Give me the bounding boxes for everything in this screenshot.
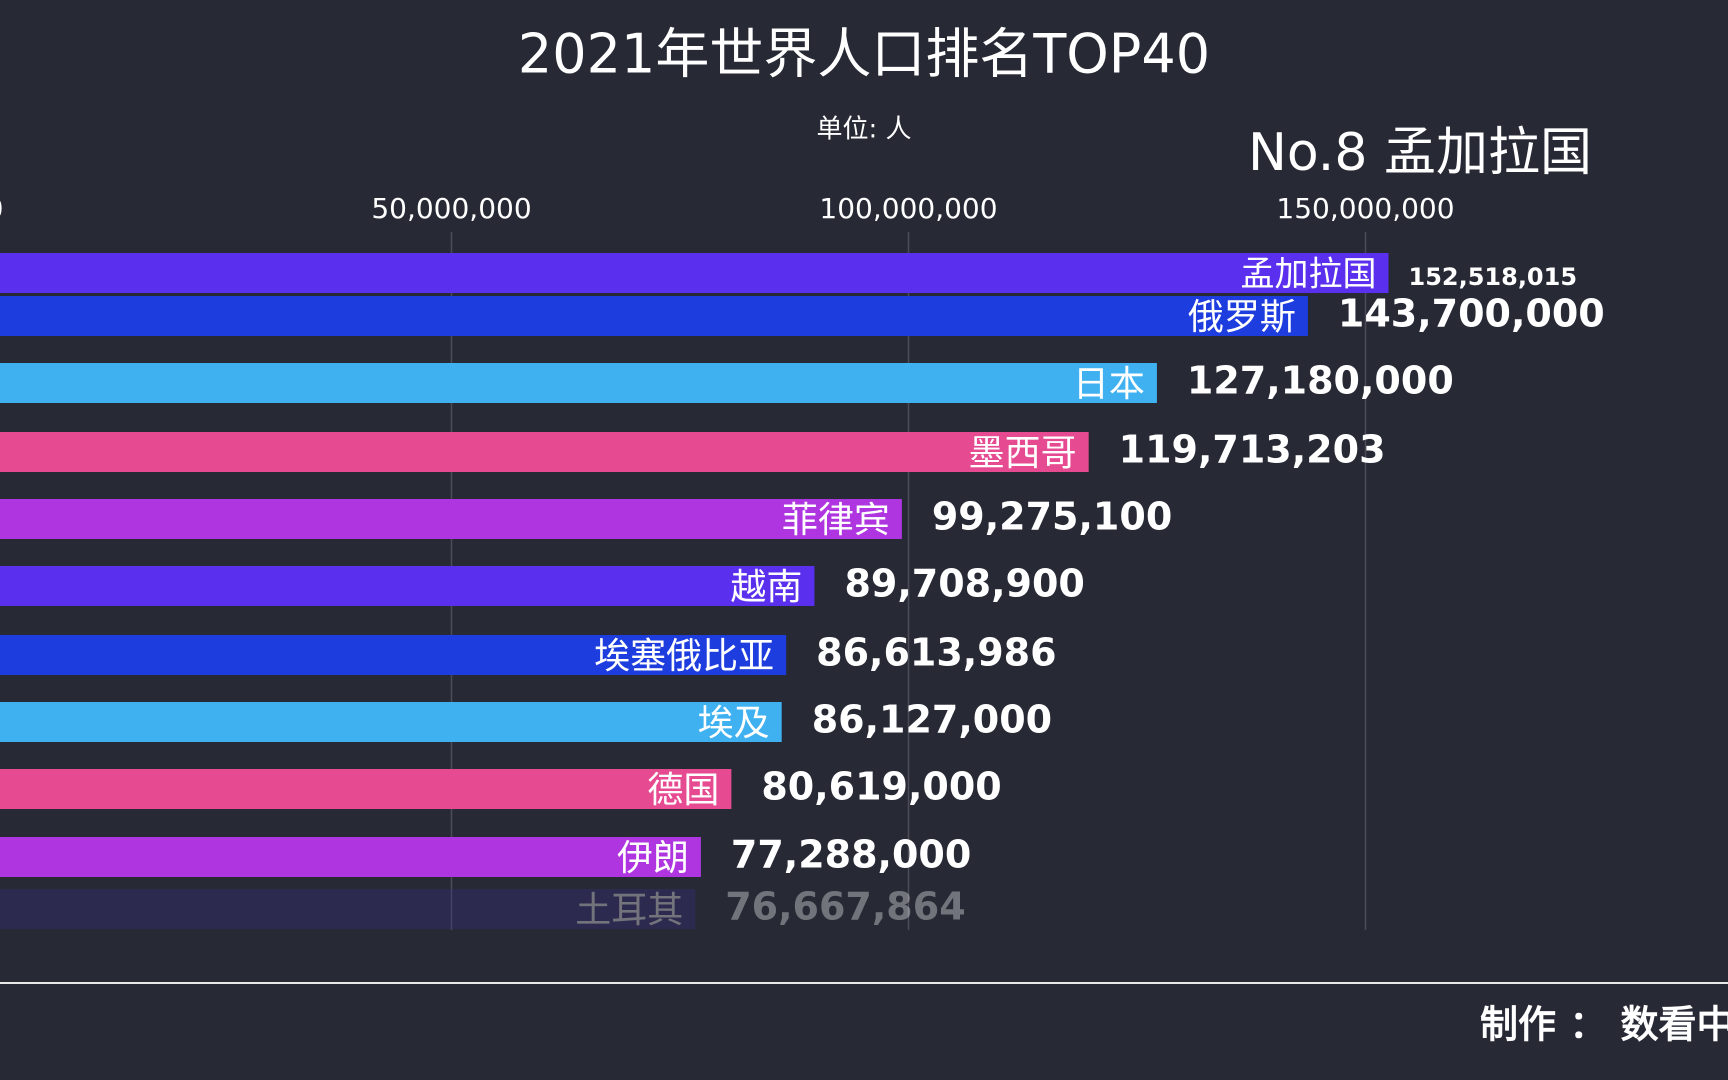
value-label: 80,619,000 [761,765,1001,809]
value-label: 77,288,000 [731,833,971,877]
bar-label: 土耳其 [575,890,683,931]
bar [0,253,1389,293]
value-label: 99,275,100 [932,495,1172,539]
bar-row: 墨西哥 119,713,203 [0,428,1386,474]
value-label: 89,708,900 [844,562,1084,606]
bar-row: 越南 89,708,900 [0,562,1085,608]
x-tick-label: 100,000,000 [819,192,997,225]
bar-label: 伊朗 [617,838,689,879]
chart-title: 2021年世界人口排名TOP40 [518,23,1210,86]
bar [0,499,902,539]
bar [0,432,1089,472]
bar-row: 伊朗 77,288,000 [0,833,971,879]
highlight: No.8 孟加拉国 [1248,123,1592,183]
value-label: 76,667,864 [725,885,965,929]
bar-row: 土耳其 76,667,864 [0,885,966,931]
value-label: 119,713,203 [1119,428,1386,472]
bar-row: 埃塞俄比亚 86,613,986 [0,631,1057,677]
bar-label: 墨西哥 [969,433,1077,474]
bar-label: 埃塞俄比亚 [594,636,774,677]
bar-label: 孟加拉国 [1241,255,1377,295]
bar-row: 俄罗斯 143,700,000 [0,292,1605,338]
bar-label: 俄罗斯 [1188,297,1296,338]
bar [0,889,696,929]
value-label: 86,127,000 [812,698,1052,742]
bar [0,769,732,809]
bar [0,837,701,877]
value-label: 152,518,015 [1409,263,1578,291]
bar-label: 德国 [647,770,719,811]
bar [0,566,815,606]
bar [0,702,782,742]
footer: 制作 ： 数看中 [1480,1003,1728,1047]
bar-row: 日本 127,180,000 [0,359,1454,405]
bar-row: 德国 80,619,000 [0,765,1002,811]
bar-row: 孟加拉国 152,518,015 [0,253,1577,295]
bar [0,363,1157,403]
bar-label: 日本 [1073,364,1145,405]
bar-row: 埃及 86,127,000 [0,698,1052,744]
bar [0,635,787,675]
grid: 0 50,000,000 100,000,000 150,000,000 [0,192,1455,930]
bar-label: 埃及 [698,703,770,744]
x-tick-label: 50,000,000 [371,192,531,225]
bar-label: 越南 [730,567,802,608]
value-label: 127,180,000 [1187,359,1454,403]
bar [0,296,1308,336]
chart-subtitle: 单位: 人 [816,115,911,145]
x-tick-label: 0 [0,192,3,225]
x-tick-label: 150,000,000 [1276,192,1454,225]
value-label: 143,700,000 [1338,292,1605,336]
value-label: 86,613,986 [816,631,1056,675]
bar-row: 菲律宾 99,275,100 [0,495,1172,541]
bar-label: 菲律宾 [782,500,890,541]
